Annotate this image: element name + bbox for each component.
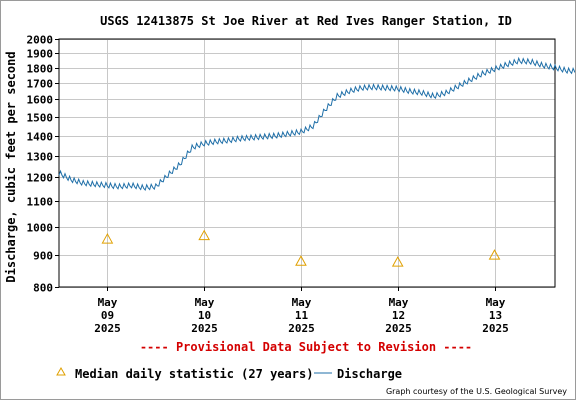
y-tick-label: 800	[33, 282, 53, 295]
x-axis-ticks: May092025May102025May112025May122025May1…	[94, 287, 509, 335]
x-tick-day: 12	[392, 309, 405, 322]
x-tick-year: 2025	[94, 322, 121, 335]
plot-area	[58, 38, 556, 288]
x-tick-day: 13	[489, 309, 502, 322]
legend-median-label: Median daily statistic (27 years)	[75, 367, 313, 381]
x-tick-month: May	[389, 296, 409, 309]
median-point	[488, 249, 501, 260]
x-tick-day: 09	[101, 309, 114, 322]
median-point	[391, 256, 404, 267]
x-tick-month: May	[98, 296, 118, 309]
y-tick-label: 1200	[27, 172, 54, 185]
x-tick-month: May	[195, 296, 215, 309]
usgs-credit: Graph courtesy of the U.S. Geological Su…	[386, 387, 567, 396]
x-tick-year: 2025	[482, 322, 509, 335]
x-tick-day: 11	[295, 309, 309, 322]
median-point	[198, 229, 211, 241]
y-tick-label: 1100	[27, 196, 54, 209]
y-tick-label: 1900	[27, 48, 54, 61]
x-tick-year: 2025	[191, 322, 218, 335]
y-tick-label: 1000	[27, 222, 54, 235]
y-tick-label: 1300	[27, 151, 54, 164]
y-tick-label: 1600	[27, 94, 54, 107]
provisional-notice: ---- Provisional Data Subject to Revisio…	[140, 340, 472, 354]
median-series	[101, 229, 501, 267]
y-tick-label: 1500	[27, 112, 54, 125]
median-point	[101, 233, 114, 244]
y-tick-label: 2000	[27, 34, 54, 47]
y-axis-ticks: 800 900 1000 1100 1200 1300 1400 1500 1600 1700 18…	[27, 34, 59, 295]
x-tick-day: 10	[198, 309, 211, 322]
legend: Median daily statistic (27 years) Discha…	[56, 366, 402, 381]
discharge-series-line	[58, 56, 575, 191]
x-tick-month: May	[292, 296, 312, 309]
chart-title: USGS 12413875 St Joe River at Red Ives R…	[100, 14, 512, 28]
x-tick-year: 2025	[385, 322, 412, 335]
y-tick-label: 1700	[27, 78, 54, 91]
legend-discharge-label: Discharge	[337, 367, 402, 381]
y-tick-label: 1800	[27, 63, 54, 76]
x-tick-year: 2025	[288, 322, 315, 335]
y-tick-label: 1400	[27, 131, 54, 144]
median-legend-triangle-icon	[56, 366, 66, 376]
y-tick-label: 900	[33, 250, 53, 263]
median-point	[295, 255, 307, 266]
y-axis-label: Discharge, cubic feet per second	[4, 51, 18, 282]
x-tick-month: May	[486, 296, 506, 309]
